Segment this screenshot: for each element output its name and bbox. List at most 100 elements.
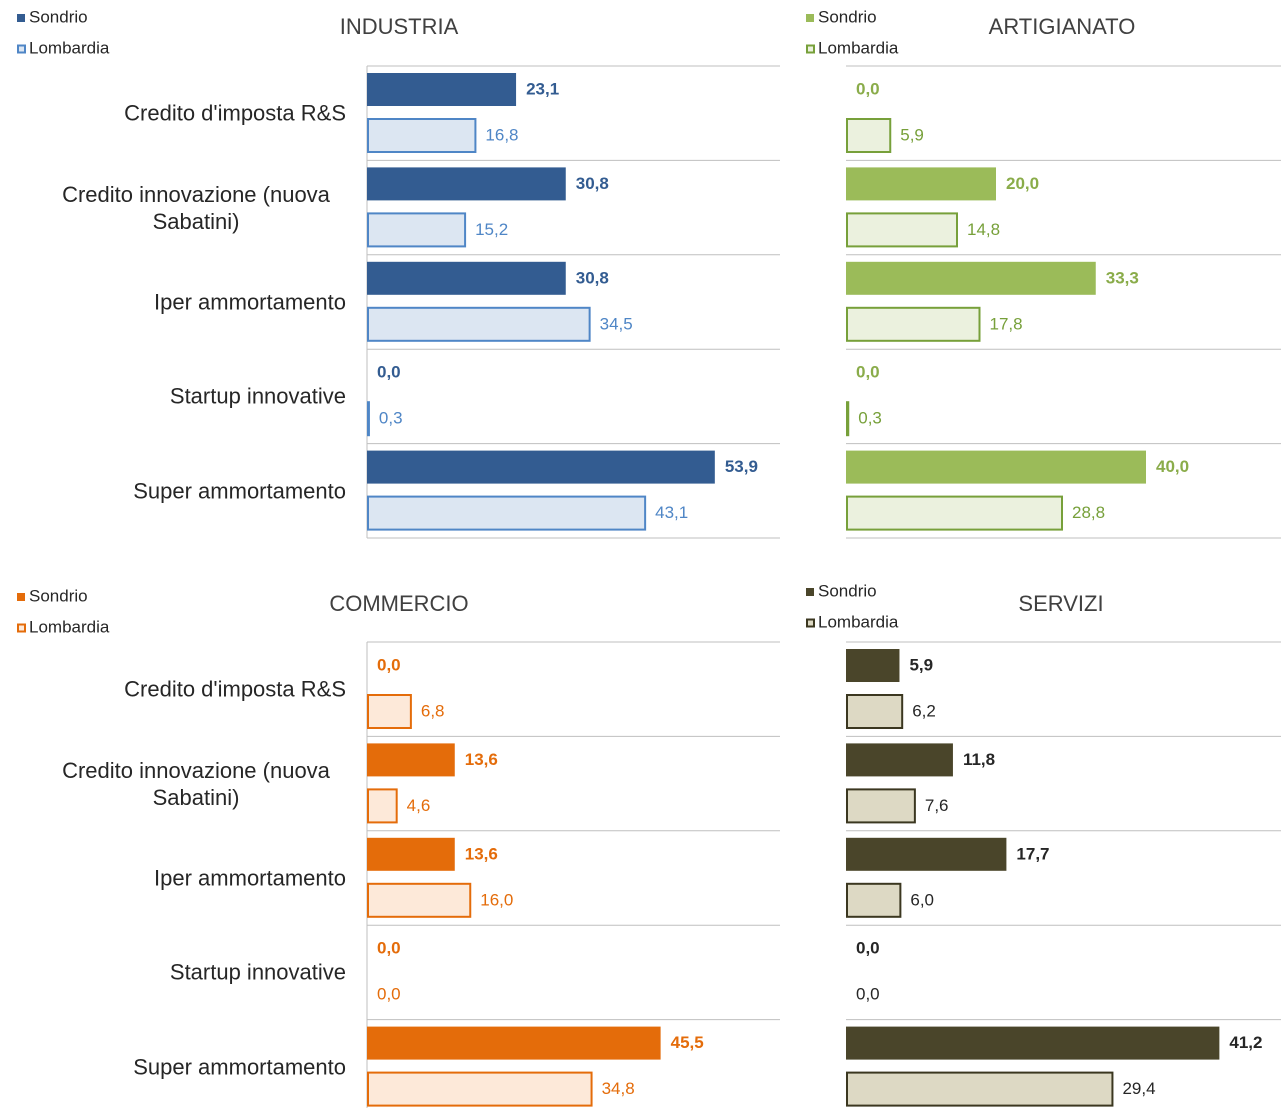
bar bbox=[846, 261, 1096, 295]
category-label: Iper ammortamento bbox=[154, 289, 346, 315]
value-label: 53,9 bbox=[725, 457, 758, 476]
category-label: Iper ammortamento bbox=[154, 865, 346, 891]
bar bbox=[846, 495, 1063, 531]
category-label: Super ammortamento bbox=[133, 478, 346, 504]
legend-label: Sondrio bbox=[818, 581, 877, 600]
bar bbox=[846, 743, 953, 777]
legend-label: Lombardia bbox=[29, 38, 110, 57]
value-label: 14,8 bbox=[967, 220, 1000, 239]
value-label: 15,2 bbox=[475, 220, 508, 239]
bar bbox=[367, 261, 566, 295]
bar bbox=[846, 118, 892, 153]
bar bbox=[367, 167, 566, 201]
value-label: 17,8 bbox=[990, 314, 1023, 333]
bar bbox=[846, 694, 904, 729]
bar bbox=[846, 401, 850, 437]
category-label: Credito d'imposta R&S bbox=[124, 100, 346, 126]
value-label: 16,8 bbox=[485, 125, 518, 144]
value-label: 34,8 bbox=[602, 1079, 635, 1098]
bar bbox=[367, 450, 715, 484]
chart-title: ARTIGIANATO bbox=[989, 14, 1136, 39]
bar bbox=[846, 1071, 1114, 1107]
value-label: 7,6 bbox=[925, 796, 949, 815]
value-label: 5,9 bbox=[900, 125, 924, 144]
value-label: 0,3 bbox=[379, 409, 403, 428]
value-label: 11,8 bbox=[963, 750, 995, 769]
bar bbox=[846, 837, 1007, 871]
category-label: Super ammortamento bbox=[133, 1054, 346, 1080]
bar bbox=[367, 1071, 593, 1107]
value-label: 43,1 bbox=[655, 503, 688, 522]
value-label: 0,0 bbox=[856, 939, 880, 958]
value-label: 30,8 bbox=[576, 268, 609, 287]
value-label: 29,4 bbox=[1122, 1079, 1155, 1098]
value-label: 0,0 bbox=[377, 985, 401, 1004]
bar bbox=[846, 882, 902, 918]
value-label: 4,6 bbox=[407, 796, 431, 815]
legend-label: Lombardia bbox=[29, 617, 110, 636]
legend-label: Sondrio bbox=[818, 7, 877, 26]
legend-swatch bbox=[17, 14, 25, 22]
legend-label: Lombardia bbox=[818, 38, 899, 57]
bar bbox=[367, 212, 467, 248]
value-label: 30,8 bbox=[576, 174, 609, 193]
value-label: 6,0 bbox=[910, 890, 934, 909]
value-label: 0,0 bbox=[377, 363, 401, 382]
value-label: 13,6 bbox=[465, 750, 498, 769]
legend-swatch bbox=[806, 618, 815, 628]
value-label: 17,7 bbox=[1016, 844, 1049, 863]
bar bbox=[367, 788, 398, 824]
value-label: 0,0 bbox=[856, 363, 880, 382]
bar bbox=[846, 788, 916, 824]
bar bbox=[367, 118, 477, 153]
value-label: 13,6 bbox=[465, 844, 498, 863]
bar bbox=[367, 694, 412, 729]
legend-label: Sondrio bbox=[29, 586, 88, 605]
bar bbox=[367, 837, 455, 871]
bar bbox=[367, 743, 455, 777]
bar bbox=[846, 306, 981, 342]
value-label: 6,2 bbox=[912, 701, 936, 720]
bar bbox=[367, 401, 370, 437]
value-label: 45,5 bbox=[671, 1033, 704, 1052]
legend-swatch bbox=[806, 44, 815, 54]
category-label: Credito d'imposta R&S bbox=[124, 676, 346, 702]
value-label: 6,8 bbox=[421, 701, 445, 720]
legend-swatch bbox=[17, 44, 26, 54]
legend-label: Sondrio bbox=[29, 7, 88, 26]
legend-label: Lombardia bbox=[818, 612, 899, 631]
value-label: 20,0 bbox=[1006, 174, 1039, 193]
bar bbox=[367, 1026, 661, 1060]
value-label: 0,0 bbox=[377, 939, 401, 958]
bar bbox=[846, 1026, 1220, 1060]
value-label: 33,3 bbox=[1106, 268, 1139, 287]
category-label: Startup innovative bbox=[169, 383, 346, 409]
bar bbox=[367, 73, 517, 106]
chart-title: INDUSTRIA bbox=[340, 14, 459, 39]
bar bbox=[846, 212, 958, 248]
bar bbox=[367, 306, 591, 342]
value-label: 5,9 bbox=[909, 655, 933, 674]
legend-swatch bbox=[17, 593, 25, 601]
value-label: 41,2 bbox=[1229, 1033, 1262, 1052]
legend-swatch bbox=[806, 588, 814, 596]
value-label: 23,1 bbox=[526, 79, 559, 98]
bar bbox=[367, 882, 472, 918]
category-label: Credito innovazione (nuova Sabatini) bbox=[62, 181, 330, 234]
value-label: 34,5 bbox=[600, 314, 633, 333]
value-label: 0,0 bbox=[856, 79, 880, 98]
value-label: 0,0 bbox=[856, 985, 880, 1004]
bar bbox=[367, 495, 647, 531]
value-label: 0,3 bbox=[858, 409, 882, 428]
chart-title: COMMERCIO bbox=[329, 591, 468, 616]
chart-title: SERVIZI bbox=[1018, 591, 1103, 616]
bar bbox=[846, 649, 900, 682]
legend-swatch bbox=[806, 14, 814, 22]
bar bbox=[846, 167, 996, 201]
value-label: 40,0 bbox=[1156, 457, 1189, 476]
category-label: Startup innovative bbox=[169, 959, 346, 985]
value-label: 0,0 bbox=[377, 655, 401, 674]
bar bbox=[846, 450, 1146, 484]
